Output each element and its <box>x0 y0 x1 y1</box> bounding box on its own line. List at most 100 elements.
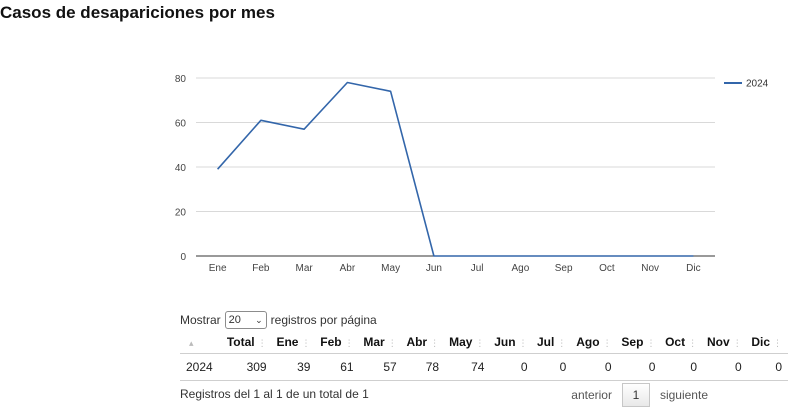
show-label: Mostrar <box>180 313 221 327</box>
legend-label: 2024 <box>746 79 769 90</box>
sort-icon: ⋮ <box>773 338 782 348</box>
table-cell: 0 <box>661 353 704 381</box>
column-header[interactable]: Ene ⋮ <box>272 331 317 354</box>
per-page-label: registros por página <box>270 313 377 327</box>
chevron-down-icon: ⌄ <box>255 314 263 325</box>
x-tick-label: Feb <box>252 263 270 274</box>
table-cell: 39 <box>272 353 317 381</box>
table-cell: 0 <box>533 353 573 381</box>
table-cell: 0 <box>747 353 788 381</box>
table-header-row: ▴ Total ⋮ Ene ⋮ Feb ⋮ Mar ⋮ Abr ⋮ May ⋮ Jun ⋮ Jul ⋮ Ago ⋮ S… <box>180 331 788 354</box>
data-point <box>216 167 220 171</box>
x-tick-label: Sep <box>555 263 573 274</box>
table-cell: 57 <box>359 353 403 381</box>
table-cell: 74 <box>445 353 491 381</box>
chart-axes: 0 20 40 60 80 Ene Feb Mar Abr May Jun Jul Ago Sep Oct N… <box>175 74 715 274</box>
table-cell: 0 <box>572 353 618 381</box>
page-size-value: 20 <box>228 314 241 326</box>
column-header[interactable]: May ⋮ <box>445 331 491 354</box>
sort-icon: ⋮ <box>475 338 485 348</box>
y-tick-label: 60 <box>175 119 187 130</box>
sort-icon: ⋮ <box>344 338 354 348</box>
previous-page-button[interactable]: anterior <box>571 388 612 402</box>
table-cell: 309 <box>222 353 273 381</box>
x-tick-label: Jun <box>426 263 442 274</box>
column-header[interactable]: Nov ⋮ <box>703 331 748 354</box>
table-info: Registros del 1 al 1 de un total de 1 <box>180 387 369 401</box>
column-header-label: Dic <box>751 335 770 349</box>
table-cell: 2024 <box>180 353 223 381</box>
sort-icon: ▴ <box>189 338 194 348</box>
series-line <box>217 81 694 257</box>
sort-icon: ⋮ <box>430 338 440 348</box>
column-header-label: Nov <box>707 335 730 349</box>
sort-icon: ⋮ <box>257 338 267 348</box>
column-header-label: Jul <box>536 335 555 349</box>
page-size-control: Mostrar 20 ⌄ registros por página <box>180 311 377 329</box>
data-point <box>389 89 393 93</box>
y-tick-label: 20 <box>175 208 187 219</box>
sort-icon: ⋮ <box>557 338 567 348</box>
data-point <box>302 127 306 131</box>
column-header[interactable]: Dic ⋮ <box>747 331 788 354</box>
column-header-label: Jun <box>494 335 516 349</box>
x-tick-label: May <box>381 263 400 274</box>
sort-icon: ⋮ <box>387 338 397 348</box>
line-chart: 0 20 40 60 80 Ene Feb Mar Abr May Jun Jul Ago Sep Oct N… <box>175 74 769 274</box>
data-point <box>562 254 566 258</box>
column-header-label: Abr <box>406 335 428 349</box>
sort-icon: ⋮ <box>688 338 698 348</box>
table-cell: 78 <box>402 353 446 381</box>
x-tick-label: Ago <box>511 263 529 274</box>
column-header[interactable]: Jul ⋮ <box>533 331 573 354</box>
data-point <box>345 80 349 84</box>
sort-icon: ⋮ <box>301 338 311 348</box>
column-header[interactable]: Oct ⋮ <box>661 331 704 354</box>
pagination: anterior 1 siguiente <box>561 383 718 407</box>
chart-series <box>216 80 694 258</box>
sort-icon: ⋮ <box>602 338 612 348</box>
data-point <box>518 254 522 258</box>
column-header[interactable]: Abr ⋮ <box>402 331 446 354</box>
page-title: Casos de desapariciones por mes <box>0 3 275 22</box>
table-body: 2024 309 39 61 57 78 74 0 0 0 0 0 0 0 <box>180 353 788 381</box>
page-size-select[interactable]: 20 ⌄ <box>224 311 267 329</box>
column-header[interactable]: Sep ⋮ <box>617 331 662 354</box>
column-header-label: Feb <box>320 335 342 349</box>
column-header-label: Oct <box>665 335 686 349</box>
x-tick-label: Ene <box>209 263 227 274</box>
x-tick-label: Dic <box>686 263 700 274</box>
table-cell: 0 <box>617 353 662 381</box>
column-header-year[interactable]: ▴ <box>180 331 223 354</box>
sort-icon: ⋮ <box>646 338 656 348</box>
table-cell: 0 <box>490 353 534 381</box>
table-cell: 0 <box>703 353 748 381</box>
data-table: ▴ Total ⋮ Ene ⋮ Feb ⋮ Mar ⋮ Abr ⋮ May ⋮ Jun ⋮ Jul ⋮ Ago ⋮ S… <box>180 331 788 381</box>
data-point <box>605 254 609 258</box>
y-tick-label: 40 <box>175 163 187 174</box>
x-tick-label: Oct <box>599 263 615 274</box>
x-tick-label: Jul <box>471 263 484 274</box>
column-header[interactable]: Mar ⋮ <box>359 331 403 354</box>
x-tick-label: Mar <box>296 263 314 274</box>
column-header-label: Mar <box>363 335 385 349</box>
x-tick-label: Nov <box>641 263 659 274</box>
table-cell: 61 <box>316 353 360 381</box>
column-header-label: May <box>449 335 473 349</box>
column-header[interactable]: Feb ⋮ <box>316 331 360 354</box>
table-row: 2024 309 39 61 57 78 74 0 0 0 0 0 0 0 <box>180 353 788 381</box>
column-header-label: Sep <box>621 335 644 349</box>
column-header-label: Ago <box>576 335 600 349</box>
column-header[interactable]: Ago ⋮ <box>572 331 618 354</box>
sort-icon: ⋮ <box>732 338 742 348</box>
y-tick-label: 0 <box>180 252 186 263</box>
next-page-button[interactable]: siguiente <box>659 388 708 402</box>
y-tick-label: 80 <box>175 74 187 85</box>
current-page-button[interactable]: 1 <box>621 383 650 407</box>
column-header-label: Ene <box>276 335 299 349</box>
column-header[interactable]: Total ⋮ <box>222 331 273 354</box>
data-point <box>648 254 652 258</box>
x-tick-label: Abr <box>340 263 356 274</box>
column-header[interactable]: Jun ⋮ <box>490 331 534 354</box>
column-header-label: Total <box>226 335 255 349</box>
